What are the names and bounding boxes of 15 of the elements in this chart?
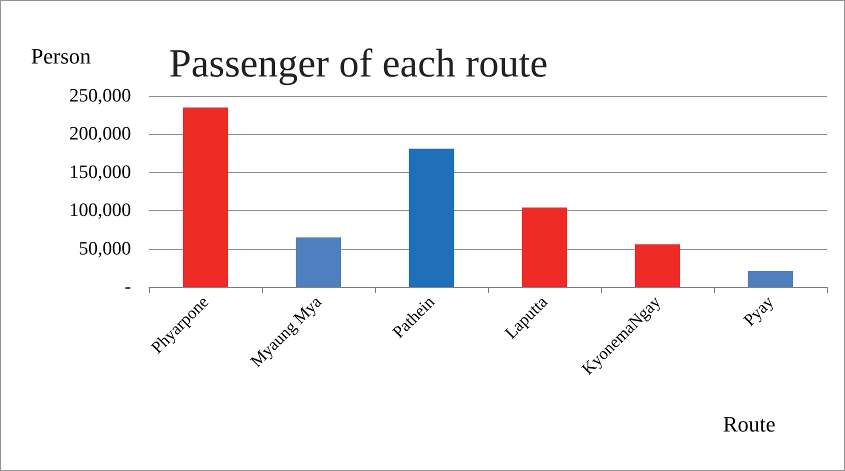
y-axis-title: Person	[31, 44, 91, 68]
y-tick-label: 200,000	[69, 124, 131, 145]
bar	[748, 270, 794, 287]
y-tick-label: 100,000	[69, 200, 131, 222]
bar	[408, 148, 454, 287]
x-axis-title: Route	[723, 412, 776, 436]
bar	[634, 244, 680, 287]
y-tick-label: -	[124, 276, 131, 298]
chart-title: Passenger of each route	[169, 40, 548, 86]
bar	[182, 107, 228, 287]
bar	[522, 208, 568, 287]
y-tick-label: 50,000	[78, 238, 131, 260]
y-tick-label: 150,000	[69, 162, 131, 183]
y-tick-label: 250,000	[69, 86, 131, 106]
bar	[296, 237, 342, 287]
